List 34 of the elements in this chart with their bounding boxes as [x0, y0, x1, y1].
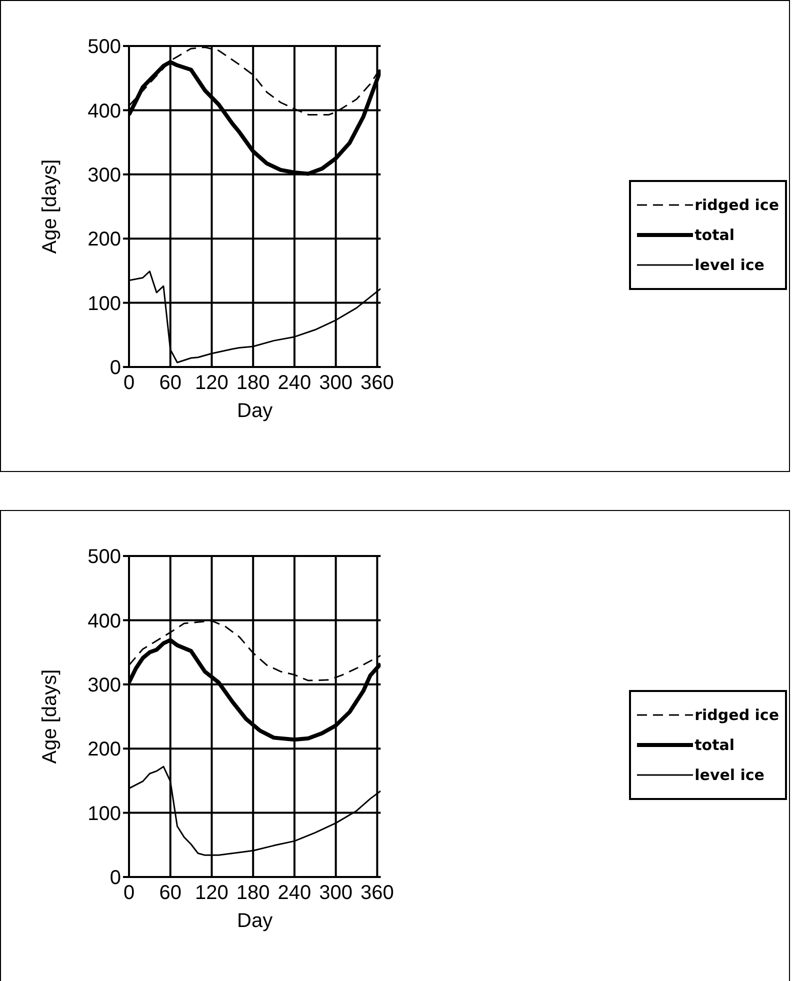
y-tick-label: 300 — [88, 674, 121, 696]
y-tick-label: 400 — [88, 610, 121, 632]
legend-label: level ice — [694, 256, 764, 274]
y-tick-label: 0 — [110, 867, 121, 890]
x-axis-title: Day — [237, 400, 273, 422]
x-tick-label: 180 — [236, 882, 270, 904]
y-axis-title: Age [days] — [39, 159, 62, 254]
y-tick-label: 0 — [110, 357, 121, 380]
x-tick-label: 60 — [159, 882, 182, 904]
x-tick-label: 360 — [360, 372, 394, 394]
y-tick-label: 500 — [88, 546, 121, 568]
x-tick-label: 300 — [319, 882, 353, 904]
legend-label: level ice — [694, 766, 764, 784]
y-tick-label: 400 — [88, 100, 121, 122]
x-tick-label: 120 — [195, 882, 228, 904]
x-tick-label: 360 — [360, 882, 394, 904]
legend-label: ridged ice — [694, 196, 779, 214]
legend-label: total — [694, 226, 735, 244]
y-tick-label: 100 — [88, 292, 121, 315]
y-tick-label: 500 — [88, 36, 121, 58]
y-axis-title: Age [days] — [39, 669, 62, 764]
x-tick-label: 120 — [195, 372, 228, 394]
x-tick-label: 180 — [236, 372, 270, 394]
y-tick-label: 300 — [88, 164, 121, 186]
x-tick-label: 240 — [278, 372, 312, 394]
x-axis-title: Day — [237, 910, 273, 932]
legend-label: total — [694, 736, 735, 754]
legend-label: ridged ice — [694, 706, 779, 724]
x-tick-label: 300 — [319, 372, 353, 394]
y-tick-label: 200 — [88, 738, 121, 761]
x-tick-label: 240 — [278, 882, 312, 904]
x-tick-label: 60 — [159, 372, 182, 394]
y-tick-label: 100 — [88, 802, 121, 825]
y-tick-label: 200 — [88, 228, 121, 251]
